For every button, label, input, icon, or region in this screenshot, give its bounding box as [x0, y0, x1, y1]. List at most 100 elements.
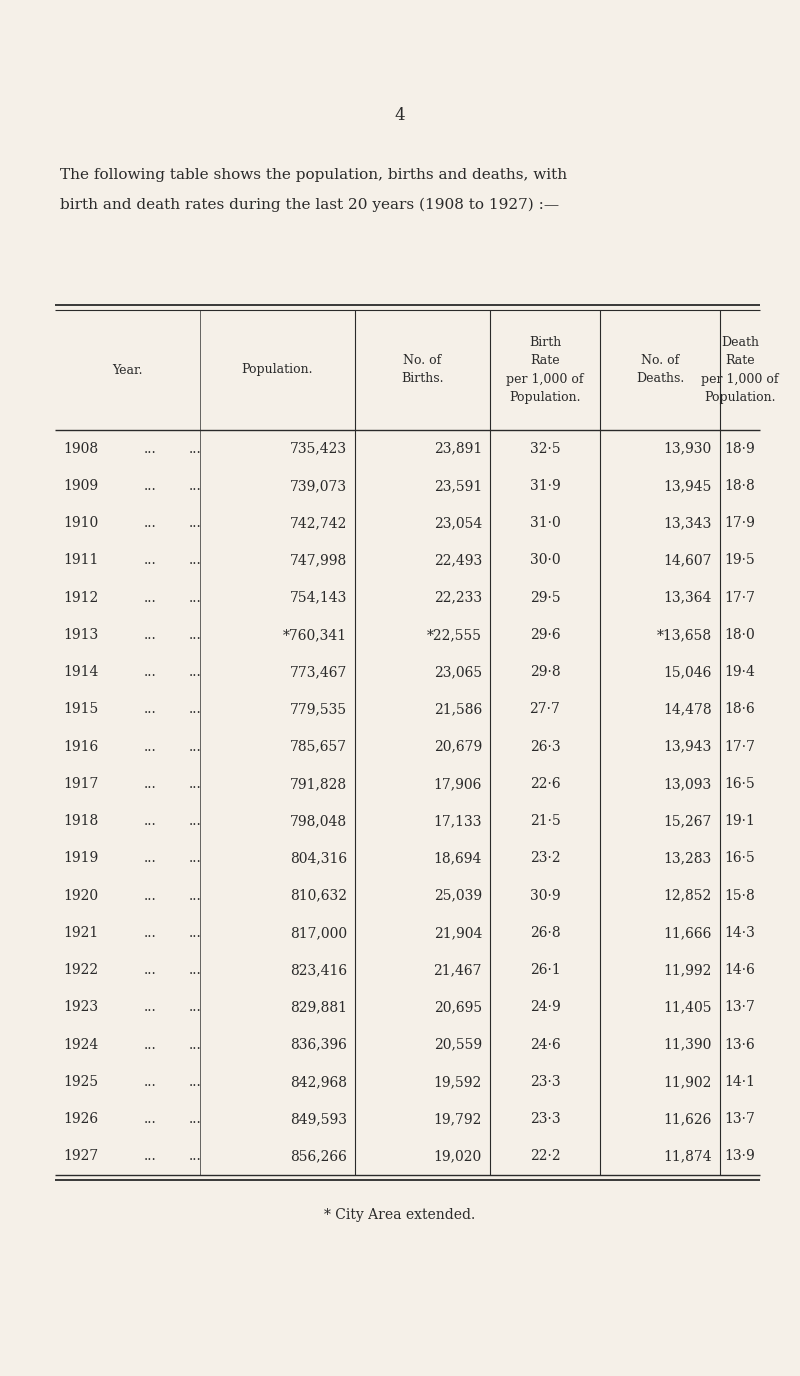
Text: 810,632: 810,632 [290, 889, 347, 903]
Text: 22·6: 22·6 [530, 777, 560, 791]
Text: 31·9: 31·9 [530, 479, 560, 493]
Text: 23·2: 23·2 [530, 852, 560, 866]
Text: ...: ... [144, 740, 156, 754]
Text: 791,828: 791,828 [290, 777, 347, 791]
Text: 14·3: 14·3 [725, 926, 755, 940]
Text: 23·3: 23·3 [530, 1075, 560, 1088]
Text: ...: ... [144, 665, 156, 680]
Text: 24·6: 24·6 [530, 1038, 560, 1051]
Text: ...: ... [144, 1038, 156, 1051]
Text: ...: ... [189, 1112, 202, 1126]
Text: 1917: 1917 [63, 777, 98, 791]
Text: ...: ... [144, 852, 156, 866]
Text: 11,626: 11,626 [664, 1112, 712, 1126]
Text: 18·0: 18·0 [725, 627, 755, 641]
Text: ...: ... [144, 815, 156, 828]
Text: 1927: 1927 [63, 1149, 98, 1163]
Text: ...: ... [144, 1000, 156, 1014]
Text: 13,343: 13,343 [664, 516, 712, 530]
Text: No. of
Deaths.: No. of Deaths. [636, 355, 684, 385]
Text: ...: ... [189, 702, 202, 717]
Text: ...: ... [144, 516, 156, 530]
Text: 14,607: 14,607 [663, 553, 712, 567]
Text: 23·3: 23·3 [530, 1112, 560, 1126]
Text: 18,694: 18,694 [434, 852, 482, 866]
Text: 26·1: 26·1 [530, 963, 560, 977]
Text: 14,478: 14,478 [663, 702, 712, 717]
Text: 13,093: 13,093 [664, 777, 712, 791]
Text: 21,586: 21,586 [434, 702, 482, 717]
Text: 13,945: 13,945 [664, 479, 712, 493]
Text: 13,943: 13,943 [664, 740, 712, 754]
Text: ...: ... [189, 926, 202, 940]
Text: ...: ... [144, 590, 156, 604]
Text: 1918: 1918 [63, 815, 98, 828]
Text: ...: ... [189, 665, 202, 680]
Text: 1915: 1915 [63, 702, 98, 717]
Text: 23,065: 23,065 [434, 665, 482, 680]
Text: 14·6: 14·6 [725, 963, 755, 977]
Text: 1922: 1922 [63, 963, 98, 977]
Text: 11,405: 11,405 [663, 1000, 712, 1014]
Text: 13·7: 13·7 [725, 1112, 755, 1126]
Text: Year.: Year. [112, 363, 142, 377]
Text: ...: ... [144, 963, 156, 977]
Text: 32·5: 32·5 [530, 442, 560, 455]
Text: 23,891: 23,891 [434, 442, 482, 455]
Text: ...: ... [189, 889, 202, 903]
Text: 17,133: 17,133 [434, 815, 482, 828]
Text: 11,874: 11,874 [663, 1149, 712, 1163]
Text: 29·8: 29·8 [530, 665, 560, 680]
Text: 30·9: 30·9 [530, 889, 560, 903]
Text: 856,266: 856,266 [290, 1149, 347, 1163]
Text: 13·7: 13·7 [725, 1000, 755, 1014]
Text: ...: ... [144, 627, 156, 641]
Text: 22,493: 22,493 [434, 553, 482, 567]
Text: ...: ... [144, 702, 156, 717]
Text: ...: ... [189, 442, 202, 455]
Text: 829,881: 829,881 [290, 1000, 347, 1014]
Text: 798,048: 798,048 [290, 815, 347, 828]
Text: ...: ... [189, 1000, 202, 1014]
Text: 21·5: 21·5 [530, 815, 560, 828]
Text: ...: ... [189, 1075, 202, 1088]
Text: ...: ... [189, 516, 202, 530]
Text: 21,467: 21,467 [434, 963, 482, 977]
Text: ...: ... [144, 1112, 156, 1126]
Text: 11,902: 11,902 [664, 1075, 712, 1088]
Text: 11,666: 11,666 [664, 926, 712, 940]
Text: 30·0: 30·0 [530, 553, 560, 567]
Text: ...: ... [144, 777, 156, 791]
Text: * City Area extended.: * City Area extended. [324, 1208, 476, 1222]
Text: ...: ... [189, 553, 202, 567]
Text: 25,039: 25,039 [434, 889, 482, 903]
Text: 29·6: 29·6 [530, 627, 560, 641]
Text: 1919: 1919 [63, 852, 98, 866]
Text: 4: 4 [394, 106, 406, 124]
Text: 24·9: 24·9 [530, 1000, 560, 1014]
Text: ...: ... [189, 963, 202, 977]
Text: ...: ... [189, 852, 202, 866]
Text: 22·2: 22·2 [530, 1149, 560, 1163]
Text: 804,316: 804,316 [290, 852, 347, 866]
Text: 17·7: 17·7 [725, 740, 755, 754]
Text: ...: ... [144, 553, 156, 567]
Text: 836,396: 836,396 [290, 1038, 347, 1051]
Text: 1920: 1920 [63, 889, 98, 903]
Text: ...: ... [189, 1149, 202, 1163]
Text: 20,559: 20,559 [434, 1038, 482, 1051]
Text: 16·5: 16·5 [725, 852, 755, 866]
Text: 849,593: 849,593 [290, 1112, 347, 1126]
Text: 735,423: 735,423 [290, 442, 347, 455]
Text: ...: ... [189, 1038, 202, 1051]
Text: 21,904: 21,904 [434, 926, 482, 940]
Text: 19,592: 19,592 [434, 1075, 482, 1088]
Text: 19,020: 19,020 [434, 1149, 482, 1163]
Text: ...: ... [144, 1075, 156, 1088]
Text: 1912: 1912 [63, 590, 98, 604]
Text: 1913: 1913 [63, 627, 98, 641]
Text: 26·8: 26·8 [530, 926, 560, 940]
Text: birth and death rates during the last 20 years (1908 to 1927) :—: birth and death rates during the last 20… [60, 198, 559, 212]
Text: 29·5: 29·5 [530, 590, 560, 604]
Text: No. of
Births.: No. of Births. [402, 355, 444, 385]
